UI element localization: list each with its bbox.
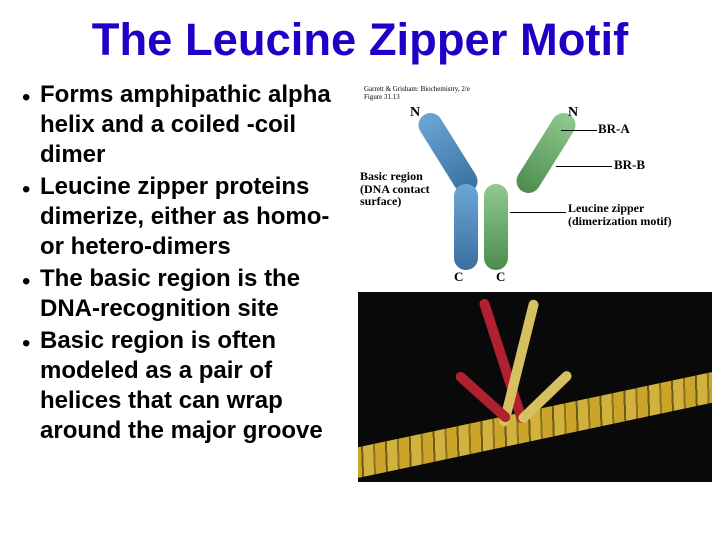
leader-line <box>561 130 597 131</box>
label-n-left: N <box>410 106 420 121</box>
label-c-left: C <box>454 270 463 284</box>
page-title: The Leucine Zipper Motif <box>0 0 720 76</box>
leader-line <box>510 212 566 213</box>
diagram-3d-model <box>358 292 712 482</box>
label-basic-region: Basic region (DNA contact surface) <box>360 170 444 208</box>
content-row: • Forms amphipathic alpha helix and a co… <box>0 76 720 482</box>
bullet-text: Basic region is often modeled as a pair … <box>40 326 350 446</box>
bullet-marker: • <box>22 80 40 113</box>
helix-br-a-lower <box>454 184 478 270</box>
list-item: • The basic region is the DNA-recognitio… <box>22 264 350 324</box>
list-item: • Leucine zipper proteins dimerize, eith… <box>22 172 350 262</box>
credit-line2: Figure 31.13 <box>364 94 470 102</box>
bullet-text: Forms amphipathic alpha helix and a coil… <box>40 80 350 170</box>
helix-br-b-upper <box>512 108 580 197</box>
dna-double-helix <box>358 369 712 480</box>
bullet-list: • Forms amphipathic alpha helix and a co… <box>8 80 358 482</box>
bullet-text: Leucine zipper proteins dimerize, either… <box>40 172 350 262</box>
list-item: • Basic region is often modeled as a pai… <box>22 326 350 446</box>
bullet-marker: • <box>22 326 40 359</box>
helix-br-b-lower <box>484 184 508 270</box>
figure-column: Garrett & Grisham: Biochemistry, 2/e Fig… <box>358 80 712 482</box>
list-item: • Forms amphipathic alpha helix and a co… <box>22 80 350 170</box>
bullet-marker: • <box>22 264 40 297</box>
label-br-b: BR-B <box>614 158 645 172</box>
figure-credit: Garrett & Grisham: Biochemistry, 2/e Fig… <box>364 86 470 101</box>
diagram-schematic: Garrett & Grisham: Biochemistry, 2/e Fig… <box>358 84 712 284</box>
leader-line <box>556 166 612 167</box>
bullet-marker: • <box>22 172 40 205</box>
label-n-right: N <box>568 106 578 121</box>
bullet-text: The basic region is the DNA-recognition … <box>40 264 350 324</box>
label-c-right: C <box>496 270 505 284</box>
label-br-a: BR-A <box>598 122 630 136</box>
label-leucine-zipper: Leucine zipper (dimerization motif) <box>568 202 688 227</box>
